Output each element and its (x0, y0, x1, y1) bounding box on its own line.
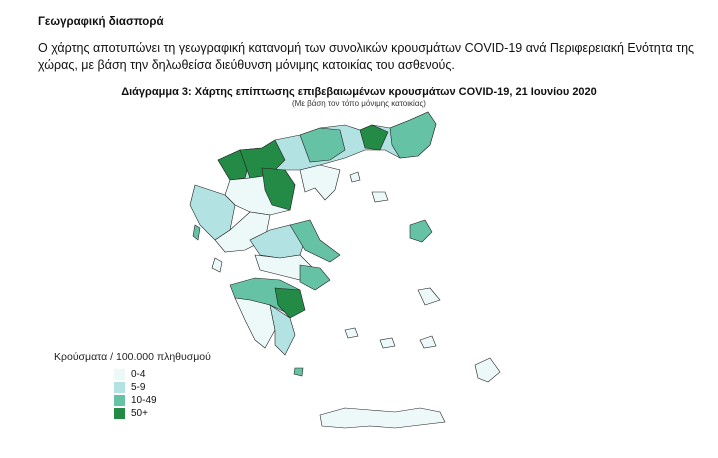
legend-swatch (114, 395, 125, 406)
legend-title: Κρούσματα / 100.000 πληθυσμού (54, 351, 211, 363)
region (417, 287, 441, 306)
region (274, 287, 306, 319)
region (234, 297, 276, 349)
figure-title: Διάγραμμα 3: Χάρτης επίπτωσης επιβεβαιωμ… (121, 86, 597, 98)
legend-item: 10-49 (114, 394, 211, 407)
legend-label: 50+ (131, 408, 148, 419)
region (211, 257, 223, 273)
legend-item: 0-4 (114, 368, 211, 381)
region (389, 111, 437, 159)
region (269, 304, 296, 356)
description-paragraph: Ο χάρτης αποτυπώνει τη γεωγραφική κατανο… (38, 41, 695, 72)
region (299, 264, 331, 291)
region (371, 191, 389, 203)
legend-label: 10-49 (131, 395, 157, 406)
figure-subtitle: (Με βάση τον τόπο μόνιμης κατοικίας) (292, 99, 426, 108)
region (359, 124, 389, 151)
legend-swatch (114, 408, 125, 419)
region (419, 335, 437, 349)
region (289, 219, 341, 263)
region (299, 127, 346, 163)
region (261, 167, 296, 211)
section-heading: Γεωγραφική διασπορά (38, 16, 164, 28)
region (192, 224, 201, 241)
region (379, 337, 396, 349)
region (344, 327, 359, 339)
map-legend: Κρούσματα / 100.000 πληθυσμού 0-4 5-9 10… (54, 351, 211, 420)
legend-label: 0-4 (131, 369, 146, 380)
legend-label: 5-9 (131, 382, 146, 393)
region (293, 367, 304, 377)
region (474, 357, 501, 383)
legend-swatch (114, 382, 125, 393)
legend-swatch (114, 369, 125, 380)
region (409, 219, 433, 243)
legend-item: 50+ (114, 407, 211, 420)
region (299, 164, 341, 201)
legend-item: 5-9 (114, 381, 211, 394)
region (249, 224, 306, 259)
region (319, 407, 446, 429)
region (349, 171, 361, 183)
